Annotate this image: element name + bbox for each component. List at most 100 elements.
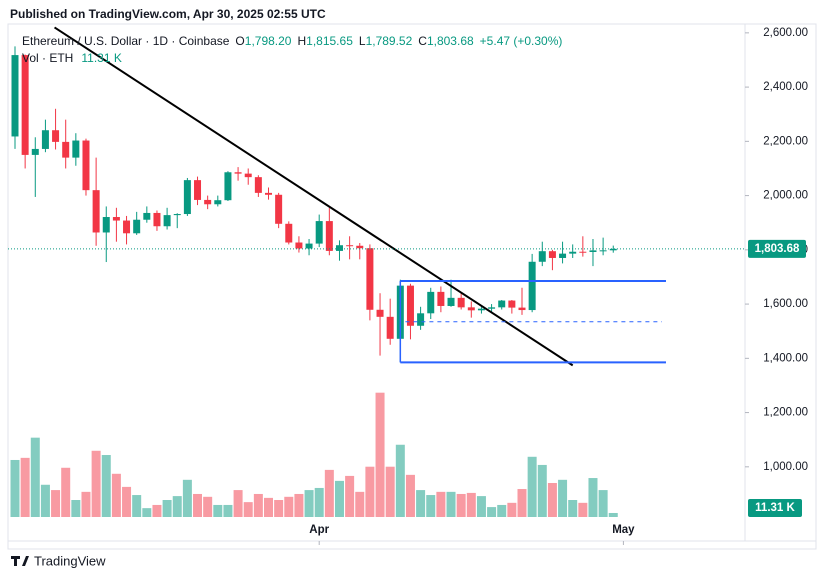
volume-bar [578,502,588,517]
volume-bar [182,479,192,517]
volume-bar [132,495,142,517]
candle-body [254,177,262,193]
volume-bars [10,392,618,517]
candle-body [538,251,546,262]
candle-body [92,190,100,233]
volume-bar [71,500,81,517]
x-tick-label: May [612,524,635,536]
y-tick-label: 2,600.00 [763,27,808,39]
published-note: Published on TradingView.com, Apr 30, 20… [10,7,326,21]
volume-bar [294,493,304,517]
y-tick-label: 1,600.00 [763,298,808,310]
candle-body [609,248,617,251]
candle-body [112,217,120,221]
volume-bar [111,473,121,517]
candle-body [589,250,597,253]
candle-body [315,221,323,244]
candle-body [62,141,70,158]
volume-bar [334,480,344,517]
last-price-tag [748,239,806,258]
volume-bar [61,467,71,517]
ohlc-value: 1,798.20 [245,34,292,48]
volume-bar [142,508,152,517]
volume-bar [172,496,182,517]
volume-value: 11.31 K [81,51,121,65]
volume-bar [497,504,507,517]
candle-body [163,215,171,227]
candle-body [437,291,445,306]
volume-bar [264,497,273,517]
candle-body [11,55,19,137]
candle-body [599,250,607,252]
volume-bar [233,490,243,517]
candle-body [224,172,232,201]
candle-body [21,55,29,155]
candle-body [386,316,394,339]
ohlc-value: 1,803.68 [427,34,474,48]
volume-bar [375,392,385,517]
volume-bar [20,457,30,517]
volume-bar [598,490,608,517]
candle-body [346,245,354,247]
volume-bar [385,466,395,517]
volume-bar [213,504,223,517]
volume-bar [81,491,91,517]
volume-bar [324,469,334,517]
footer-logo [11,556,29,566]
volume-bar [193,493,203,517]
volume-bar [547,483,557,517]
symbol-name: Ethereum / U.S. Dollar · 1D · Coinbase [22,34,230,48]
volume-bar [40,484,50,517]
candle-body [508,300,516,308]
volume-bar [466,492,476,517]
volume-bar [608,512,618,517]
candle-body [143,212,151,220]
last-price-label: 1,803.68 [755,243,800,255]
volume-bar [253,493,263,517]
volume-bar [91,450,101,517]
candle-body [204,199,212,205]
volume-bar [507,502,517,517]
volume-bar [122,486,132,517]
candle-body [427,291,435,314]
volume-bar [314,487,324,517]
candle-body [548,251,556,258]
volume-bar [568,500,578,517]
volume-bar [395,444,405,517]
volume-bar [426,495,436,517]
volume-bar [558,479,568,517]
candle-body [31,148,39,155]
candle-body [183,180,191,215]
volume-bar [487,507,497,517]
candle-body [82,140,90,191]
volume-bar [162,500,172,517]
candle-body [153,212,161,227]
legend-line: Ethereum / U.S. Dollar · 1D · Coinbase O1… [22,34,562,48]
candle-body [356,245,364,249]
volume-bar [51,490,61,517]
volume-bar [405,474,415,517]
candle-body [447,297,455,306]
candle-body [498,300,506,308]
volume-bar [304,490,314,517]
chart-frame [7,23,817,550]
volume-bar [101,455,111,517]
candle-body [265,192,272,195]
candle-body [417,313,425,326]
ohlc-key: C [418,34,427,48]
candle-body [214,200,222,205]
candle-body [579,251,587,253]
y-tick-label: 2,000.00 [763,190,808,202]
candle-body [52,130,60,142]
candle-body [528,261,536,311]
candle-body [234,172,242,174]
ohlc-value: 1,789.52 [366,34,413,48]
y-tick-label: 2,400.00 [763,81,808,93]
ohlc-value: 1,815.65 [306,34,353,48]
volume-legend: Vol · ETH 11.31 K [22,51,122,65]
volume-bar [243,502,253,517]
volume-bar [446,491,456,517]
volume-title: Vol · ETH [22,51,73,65]
volume-bar [456,493,466,517]
